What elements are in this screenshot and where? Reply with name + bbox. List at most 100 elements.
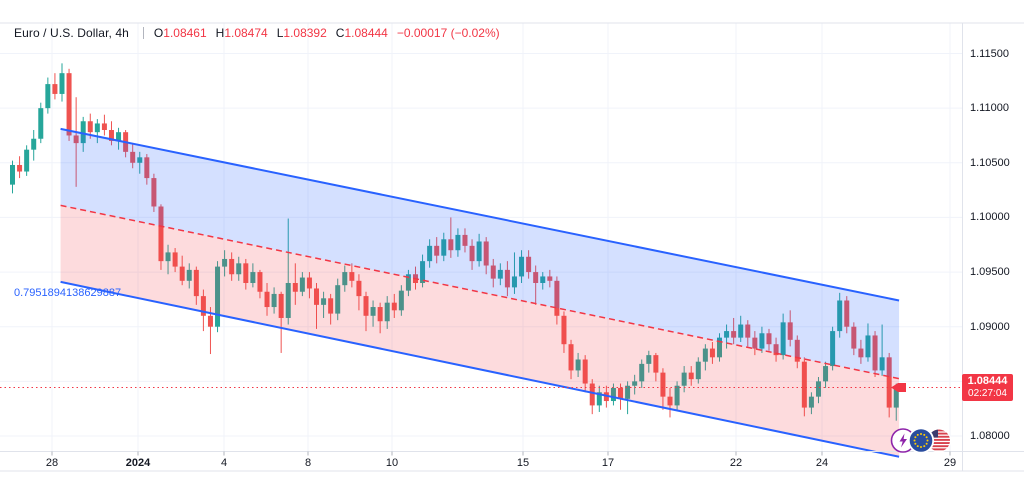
candle-down <box>377 307 383 322</box>
candle-down <box>886 357 892 408</box>
time-axis-label: 29 <box>943 457 957 469</box>
candle-up <box>759 333 765 349</box>
candle-down <box>101 123 107 131</box>
candle-up <box>879 357 885 371</box>
candle-up <box>724 331 730 338</box>
symbol-title[interactable]: Euro / U.S. Dollar, 4h <box>14 26 129 40</box>
channel-lower-line[interactable] <box>60 280 900 458</box>
symbol-badges[interactable] <box>889 426 955 455</box>
price-axis-label: 1.10500 <box>970 156 1010 169</box>
candle-down <box>504 269 510 288</box>
candle-down <box>794 339 800 362</box>
candle-down <box>448 239 454 251</box>
candle-up <box>497 269 503 279</box>
candle-down <box>108 130 114 141</box>
candle-down <box>73 135 79 144</box>
candle-down <box>158 206 164 262</box>
candle-down <box>483 241 489 266</box>
candle-up <box>420 261 426 284</box>
candle-up <box>610 387 616 402</box>
candle-down <box>490 265 496 279</box>
channel-lower-fill[interactable] <box>60 205 900 457</box>
candle-down <box>688 372 694 380</box>
time-axis-label: 4 <box>220 457 228 469</box>
candle-down <box>561 315 567 345</box>
eu-star-icon <box>920 446 922 448</box>
channel-midline[interactable] <box>60 204 900 380</box>
eu-star-icon <box>913 439 916 442</box>
candle-down <box>130 151 136 163</box>
candle-down <box>257 272 263 292</box>
candle-up <box>511 276 517 288</box>
candle-down <box>554 280 560 316</box>
candle-up <box>639 363 645 382</box>
candle-down <box>356 280 362 297</box>
eu-flag-badge[interactable] <box>907 427 935 454</box>
close-value: 1.08444 <box>344 26 388 40</box>
candle-up <box>38 108 44 139</box>
candle-down <box>618 387 624 399</box>
eu-star-icon <box>916 445 919 448</box>
price-axis-label: 1.09500 <box>970 266 1010 279</box>
time-axis-label: 22 <box>729 457 743 469</box>
candle-up <box>186 269 192 281</box>
candle-down <box>731 331 737 338</box>
candle-down <box>243 263 249 284</box>
candle-down <box>278 293 284 318</box>
price-axis-label: 1.11000 <box>970 102 1009 115</box>
price-axis-label: 1.10000 <box>970 211 1010 224</box>
candle-up <box>815 381 821 397</box>
pearson-r-label[interactable]: 0.7951894138629887 <box>14 287 122 299</box>
candle-up <box>137 157 143 163</box>
candle-down <box>172 252 178 267</box>
candle-up <box>250 272 256 284</box>
candle-up <box>10 164 15 185</box>
candle-down <box>328 298 334 314</box>
time-axis-label: 15 <box>516 457 530 469</box>
price-arrow-icon <box>891 382 906 392</box>
candle-down <box>858 348 864 358</box>
candle-up <box>215 266 221 327</box>
channel-upper-fill[interactable] <box>60 128 900 379</box>
channel-upper-line[interactable] <box>60 127 900 302</box>
candle-up <box>717 337 722 358</box>
candle-up <box>780 322 786 356</box>
candle-down <box>660 372 666 397</box>
candle-up <box>837 300 843 332</box>
candle-up <box>236 263 242 275</box>
eu-star-icon <box>925 442 928 445</box>
candle-up <box>45 84 51 109</box>
time-axis[interactable]: 28 2024 4 8 10 15 17 22 24 29 <box>0 451 962 475</box>
candle-down <box>709 348 715 358</box>
candle-down <box>391 302 397 311</box>
candle-up <box>596 392 602 406</box>
price-axis-label: 1.08000 <box>970 430 1010 442</box>
candle-up <box>405 274 411 291</box>
candle-up <box>830 331 836 367</box>
candle-up <box>398 290 404 311</box>
candle-up <box>695 361 701 380</box>
price-axis-label: 1.11500 <box>970 47 1009 60</box>
candle-up <box>625 385 631 399</box>
candle-down <box>314 288 320 305</box>
candle-down <box>87 121 93 133</box>
candle-up <box>24 149 30 172</box>
candle-up <box>271 293 277 308</box>
eu-star-icon <box>920 433 922 435</box>
candle-up <box>674 385 680 406</box>
candle-up <box>893 387 899 408</box>
candle-up <box>222 258 228 267</box>
eu-star-icon <box>925 436 928 439</box>
eu-star-icon <box>914 436 917 439</box>
candle-down <box>462 234 468 246</box>
last-price-value: 1.08444 <box>967 375 1008 387</box>
candle-down <box>801 361 807 408</box>
chart-legend: Euro / U.S. Dollar, 4h O1.08461 H1.08474… <box>14 25 500 41</box>
candle-down <box>773 344 779 356</box>
high-value: 1.08474 <box>224 26 268 40</box>
candle-up <box>342 272 348 286</box>
candle-down <box>745 324 751 338</box>
candle-up <box>738 324 744 338</box>
time-axis-label: 8 <box>304 457 312 469</box>
